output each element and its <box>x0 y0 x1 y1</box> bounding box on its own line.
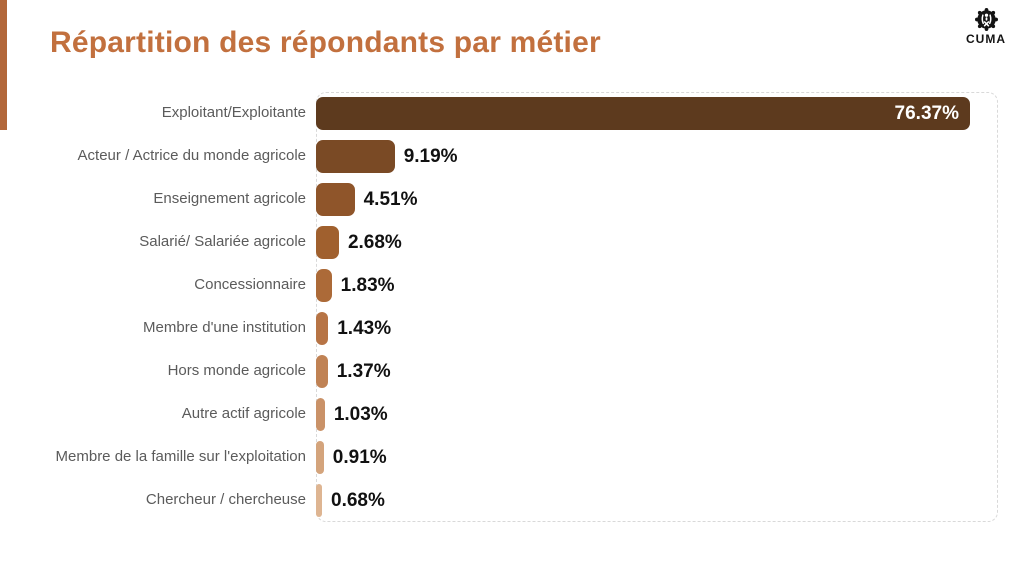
bar-area: 76.37% <box>316 97 1010 130</box>
category-label: Chercheur / chercheuse <box>145 491 306 509</box>
value-label: 0.91% <box>332 446 387 468</box>
page-title: Répartition des répondants par métier <box>50 26 601 59</box>
chart-row: Membre de la famille sur l'exploitation 0… <box>0 436 1010 479</box>
cuma-emblem-icon <box>974 8 998 31</box>
bar: 76.37% <box>316 97 970 130</box>
value-label: 1.37% <box>336 360 391 382</box>
bar-area: 1.83% <box>316 269 1010 302</box>
accent-strip <box>0 0 7 130</box>
bar <box>316 312 329 345</box>
value-label: 1.03% <box>333 403 388 425</box>
bar <box>316 441 324 474</box>
category-label: Hors monde agricole <box>167 362 306 380</box>
chart-row: Enseignement agricole 4.51% <box>0 178 1010 221</box>
chart-row: Concessionnaire 1.83% <box>0 264 1010 307</box>
cuma-logo-text: CUMA <box>966 32 1006 46</box>
chart-row: Exploitant/Exploitante 76.37% <box>0 92 1010 135</box>
bar-area: 9.19% <box>316 140 1010 173</box>
bar-area: 0.91% <box>316 441 1010 474</box>
value-label: 1.83% <box>340 274 395 296</box>
chart-row: Salarié/ Salariée agricole 2.68% <box>0 221 1010 264</box>
value-label: 0.68% <box>331 489 385 511</box>
value-label: 4.51% <box>363 188 418 210</box>
bar-area: 2.68% <box>316 226 1010 259</box>
chart-row: Membre d'une institution 1.43% <box>0 307 1010 350</box>
bar <box>316 226 339 259</box>
category-label: Exploitant/Exploitante <box>161 104 306 122</box>
bar <box>316 183 355 216</box>
chart-row: Acteur / Actrice du monde agricole 9.19% <box>0 135 1010 178</box>
category-label: Salarié/ Salariée agricole <box>139 233 306 251</box>
bar-area: 1.37% <box>316 355 1010 388</box>
category-label: Autre actif agricole <box>181 405 306 423</box>
bar-chart: Exploitant/Exploitante 76.37% Acteur / Act… <box>0 92 1010 522</box>
chart-row: Autre actif agricole 1.03% <box>0 393 1010 436</box>
bar <box>316 269 332 302</box>
bar <box>316 140 395 173</box>
value-label: 76.37% <box>894 102 959 124</box>
value-label: 1.43% <box>337 317 392 339</box>
bar <box>316 398 325 431</box>
value-label: 2.68% <box>347 231 402 253</box>
bar <box>316 355 328 388</box>
category-label: Concessionnaire <box>194 276 306 294</box>
bar-area: 4.51% <box>316 183 1010 216</box>
category-label: Acteur / Actrice du monde agricole <box>77 147 306 165</box>
bar-area: 0.68% <box>316 484 1010 517</box>
category-label: Enseignement agricole <box>153 190 306 208</box>
chart-plot-border <box>316 92 998 522</box>
value-label: 9.19% <box>403 145 458 167</box>
bar-area: 1.43% <box>316 312 1010 345</box>
cuma-logo: CUMA <box>962 8 1010 46</box>
chart-row: Chercheur / chercheuse 0.68% <box>0 479 1010 522</box>
chart-row: Hors monde agricole 1.37% <box>0 350 1010 393</box>
bar <box>316 484 322 517</box>
bar-area: 1.03% <box>316 398 1010 431</box>
category-label: Membre de la famille sur l'exploitation <box>55 448 306 466</box>
category-label: Membre d'une institution <box>143 319 306 337</box>
